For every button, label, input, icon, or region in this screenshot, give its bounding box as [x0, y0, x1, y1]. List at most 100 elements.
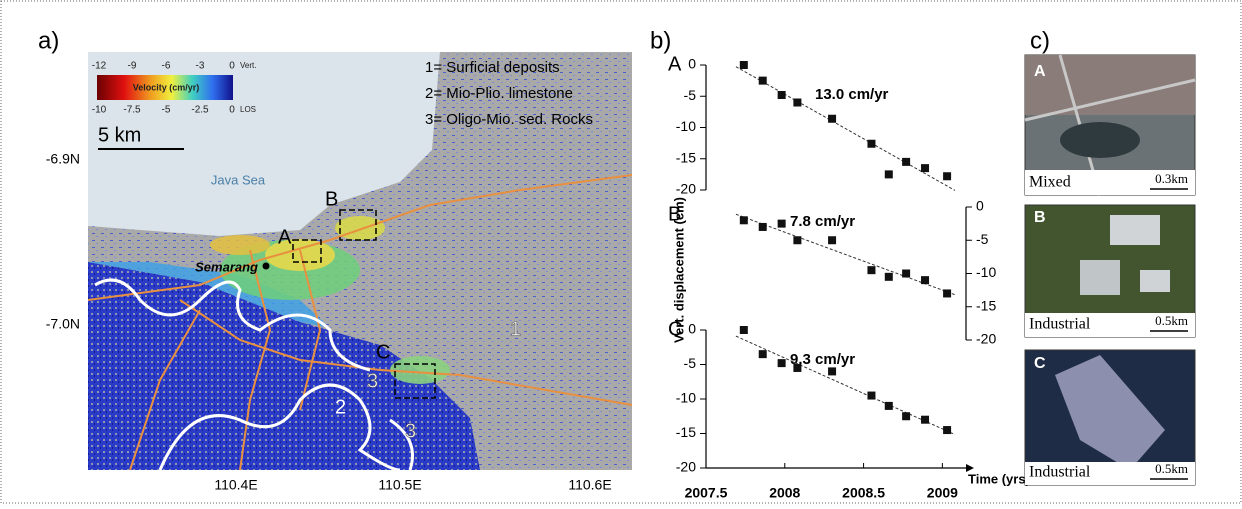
point — [793, 363, 802, 372]
point — [884, 170, 893, 179]
trend-line — [735, 213, 956, 296]
photo-scale: 0.5km — [1155, 461, 1188, 476]
y-tick-label: 0 — [688, 321, 696, 337]
y-axis-title: Vert. displacement (cm) — [671, 197, 686, 343]
point — [921, 415, 930, 424]
point — [867, 139, 876, 148]
point — [943, 426, 952, 435]
point — [943, 172, 952, 181]
colorbar-tick: -3 — [196, 61, 205, 72]
y-tick-label: -10 — [676, 118, 696, 134]
x-tick-label: 2008 — [769, 485, 800, 501]
panel-label: c) — [1030, 27, 1050, 54]
plot-label: A — [668, 53, 682, 75]
y-tick-label: -15 — [676, 149, 696, 165]
point — [884, 401, 893, 410]
y-tick-label: -15 — [976, 297, 996, 313]
point — [739, 326, 748, 334]
zone-label: 1 — [510, 318, 521, 340]
sea-label: Java Sea — [211, 172, 266, 187]
photo-scale: 0.3km — [1155, 171, 1188, 186]
panel-label: a) — [38, 27, 59, 54]
colorbar-tick: -7.5 — [123, 105, 141, 116]
map — [87, 52, 633, 472]
y-tick-label: -5 — [976, 231, 989, 247]
photo-scale: 0.5km — [1155, 313, 1188, 328]
city-label: Semarang — [195, 259, 258, 274]
colorbar-title: Velocity (cm/yr) — [133, 82, 200, 92]
site-label: B — [325, 188, 338, 210]
point — [828, 236, 837, 245]
photo-letter: C — [1034, 355, 1046, 372]
colorbar-tick: -5 — [162, 105, 171, 116]
x-tick-label: 2009 — [927, 485, 958, 501]
photo-letter: A — [1034, 63, 1046, 80]
lon-label: 110.4E — [214, 477, 257, 493]
lon-label: 110.5E — [378, 477, 421, 493]
colorbar-tick: -2.5 — [191, 105, 209, 116]
lat-label: -7.0N — [46, 316, 80, 332]
y-tick-label: -20 — [976, 331, 996, 347]
y-tick-label: -10 — [976, 264, 996, 280]
point — [758, 222, 767, 231]
lat-label: -6.9N — [46, 151, 80, 167]
point — [777, 219, 786, 228]
legend-entry: 2= Mio-Plio. limestone — [425, 85, 573, 102]
plot-label: C — [668, 318, 682, 340]
point — [867, 266, 876, 275]
legend-entry: 3= Oligo-Mio. sed. Rocks — [425, 111, 593, 128]
point — [902, 412, 911, 421]
panel-label: b) — [650, 27, 671, 54]
point — [921, 164, 930, 173]
point — [758, 350, 767, 359]
zone-label: 3 — [405, 420, 416, 442]
colorbar-tick: -9 — [128, 61, 137, 72]
x-axis-title: Time (yrs) — [968, 471, 1030, 486]
colorbar-tick: -6 — [162, 61, 171, 72]
point — [902, 157, 911, 166]
zone-label: 3 — [367, 370, 378, 392]
point — [828, 367, 837, 376]
y-tick-label: -10 — [676, 390, 696, 406]
photo — [1024, 54, 1196, 196]
x-tick-label: 2007.5 — [685, 485, 728, 501]
point — [793, 236, 802, 245]
photo-letter: B — [1034, 209, 1046, 226]
point — [793, 98, 802, 107]
colorbar-unit: LOS — [240, 105, 256, 114]
point — [902, 269, 911, 278]
colorbar-tick: -10 — [92, 105, 107, 116]
point — [777, 91, 786, 99]
lon-label: 110.6E — [568, 477, 611, 493]
point — [867, 391, 876, 400]
colorbar-unit: Vert. — [240, 61, 256, 70]
colorbar-tick: 0 — [229, 105, 235, 116]
zone-label: 2 — [335, 396, 346, 418]
point — [777, 359, 786, 368]
charts: 0 -5 -10 -15 -20 A 13.0 cm/yr 0 -5 -10 -15 -20 B 7.8 … — [668, 53, 1030, 500]
x-axis-arrow — [966, 464, 974, 472]
trend-line — [735, 335, 956, 436]
y-tick-label: -5 — [684, 87, 697, 103]
colorbar-tick: -12 — [92, 61, 107, 72]
photo — [1024, 204, 1196, 338]
plot-label: B — [668, 203, 681, 225]
y-tick-label: -5 — [684, 355, 697, 371]
photo-class: Mixed — [1029, 174, 1071, 191]
point — [739, 61, 748, 69]
point — [758, 76, 767, 85]
trend-line — [735, 66, 956, 191]
y-tick-label: 0 — [976, 198, 984, 214]
y-tick-label: -20 — [676, 181, 696, 197]
x-tick-label: 2008.5 — [842, 485, 885, 501]
y-tick-label: -15 — [676, 424, 696, 440]
site-label: A — [278, 226, 292, 248]
rate-label: 7.8 cm/yr — [790, 213, 855, 230]
rate-label: 13.0 cm/yr — [815, 86, 889, 103]
rate-label: 9.3 cm/yr — [790, 351, 855, 368]
photo-class: Industrial — [1029, 316, 1091, 333]
y-tick-label: 0 — [688, 56, 696, 72]
point — [921, 276, 930, 285]
